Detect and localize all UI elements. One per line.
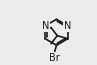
Text: N: N: [64, 21, 71, 31]
Text: N: N: [42, 21, 49, 31]
Text: Br: Br: [49, 53, 59, 63]
